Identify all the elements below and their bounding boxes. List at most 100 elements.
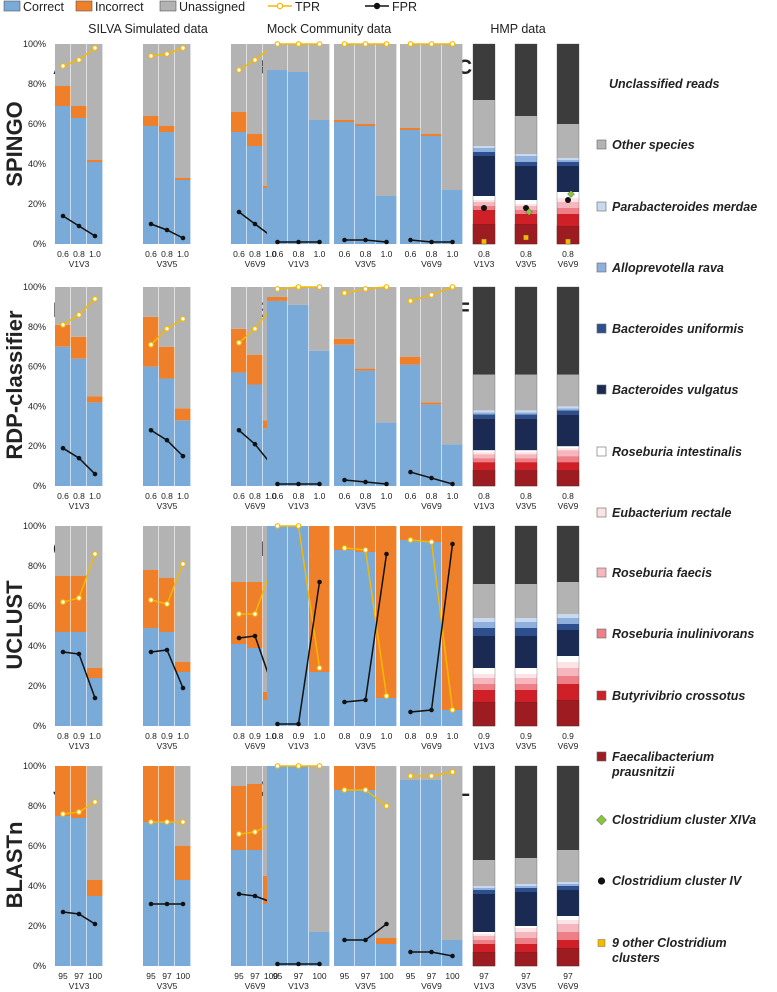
tpr-point [164,325,170,332]
bar-unassigned [376,44,397,196]
tpr-point [383,41,390,47]
hmp-bar-outline [514,286,538,487]
hmp-bar-outline [556,286,580,487]
tpr-point [252,829,258,835]
bar-incorrect [400,356,421,365]
x-tick-label: 0.8 [145,731,157,741]
hmp-seg-unclassified [557,766,579,850]
bar-correct [421,542,442,726]
y-tick-label: 100% [23,521,46,531]
bar-correct [55,816,71,966]
fpr-point [148,221,154,227]
y-tick-label: 80% [28,79,46,89]
hmp-legend-label-cliv: Clostridium cluster IV [612,874,743,888]
hmp-seg-crossotus [473,462,495,471]
hmp-legend-swatch-prausnitzii [596,751,607,762]
bar-correct [231,132,247,244]
hmp-seg-rava [515,412,537,415]
x-tick-label: 97 [521,971,531,981]
tpr-point [428,773,435,779]
bar-unassigned [159,287,175,347]
bar-correct [309,932,330,966]
tpr-point [449,284,456,290]
hmp-seg-uniformis [515,162,537,166]
legend-label-correct: Correct [23,0,65,14]
region-label: V6V9 [245,741,266,751]
bar-incorrect [143,766,159,822]
fpr-point [60,445,66,451]
hmp-seg-prausnitzii [472,951,496,967]
x-tick-label: 1.0 [265,491,277,501]
hmp-seg-merdae [515,618,537,622]
region-label: V1V3 [474,501,495,511]
tpr-point [252,611,258,617]
x-tick-label: 97 [361,971,371,981]
tpr-point [316,41,323,47]
hmp-seg-unclassified [515,44,537,116]
fpr-point [92,921,98,927]
bar-correct [334,122,355,244]
hmp-seg-rectale [473,200,495,202]
fpr-point [408,949,413,955]
hmp-legend-label-intestinalis: Roseburia intestinalis [612,445,742,459]
hmp-seg-prausnitzii [514,701,538,727]
hmp-seg-prausnitzii [556,699,580,727]
bar-incorrect [355,766,376,790]
fpr-point [92,233,98,239]
bar-incorrect [175,846,191,880]
y-tick-label: 40% [28,159,46,169]
region-label: V6V9 [245,981,266,991]
hmp-seg-merdae [515,410,537,413]
hmp-legend-label-other_clostridium-2: clusters [612,951,660,965]
bar-correct [267,300,288,486]
fpr-point [76,651,82,657]
x-tick-label: 0.8 [426,249,438,259]
hmp-seg-crossotus [473,690,495,702]
x-tick-label: 1.0 [314,491,326,501]
hmp-seg-faecis [557,450,579,457]
x-tick-label: 0.8 [360,249,372,259]
hmp-seg-prausnitzii [514,223,538,245]
tpr-point [449,41,456,47]
hmp-marker-other-clostridium [565,238,571,245]
tpr-point [60,63,66,69]
row-title-1: RDP-classifier [2,310,27,460]
bar-unassigned [376,766,397,938]
fpr-point [384,921,389,927]
bar-incorrect [247,134,263,146]
bar-correct [400,780,421,966]
x-tick-label: 1.0 [265,731,277,741]
fpr-point [408,469,413,475]
hmp-seg-intestinalis [473,668,495,674]
x-tick-label: 97 [563,971,573,981]
y-tick-label: 20% [28,199,46,209]
bar-unassigned [267,287,288,297]
x-tick-label: 1.0 [177,731,189,741]
bar-correct [334,790,355,966]
hmp-seg-other [473,584,495,618]
bar-correct [355,552,376,726]
hmp-seg-unclassified [515,526,537,584]
hmp-seg-intestinalis [515,450,537,453]
bar-unassigned [159,44,175,126]
x-tick-label: 1.0 [177,491,189,501]
hmp-seg-merdae [473,146,495,148]
hmp-seg-crossotus [515,944,537,952]
bar-incorrect [231,112,247,132]
fpr-point [342,937,347,943]
bar-correct [71,118,87,244]
region-label: V1V3 [69,741,90,751]
hmp-seg-vulgatus [515,636,537,668]
bar-correct [355,790,376,966]
bar-correct [309,672,330,726]
tpr-point [92,296,98,302]
legend-label-unassigned: Unassigned [179,0,245,14]
x-tick-label: 0.8 [57,731,69,741]
hmp-seg-uniformis [473,152,495,156]
tpr-point [236,339,242,346]
bar-correct [247,850,263,966]
x-tick-label: 0.9 [562,731,574,741]
bar-incorrect [334,338,355,345]
hmp-legend-label-faecis: Roseburia faecis [612,566,712,580]
